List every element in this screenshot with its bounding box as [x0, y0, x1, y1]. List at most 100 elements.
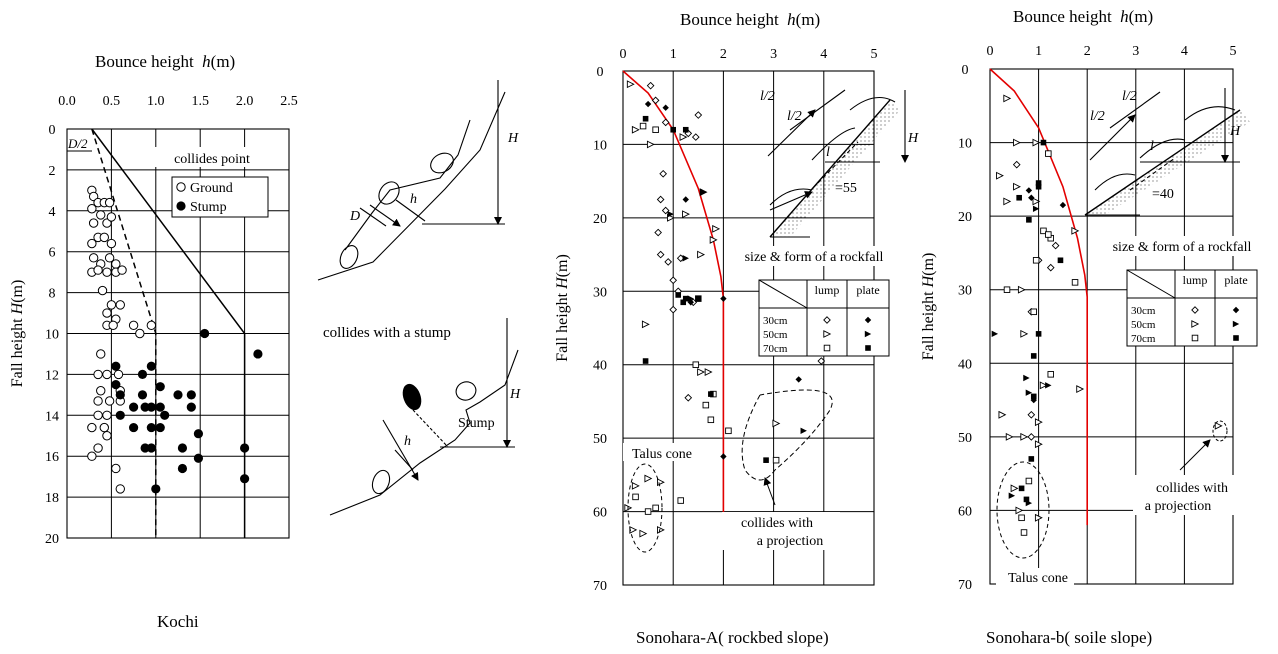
kochi-legend-ground-marker	[176, 182, 186, 192]
sonohara-b-point-30cm-plate	[1028, 194, 1035, 201]
sonohara-a-y-tick-label: 70	[593, 579, 607, 594]
sonohara-a-point-50cm-lump	[712, 224, 721, 233]
sonohara-b-point-70cm-lump	[1030, 308, 1037, 316]
kochi-point-stump	[177, 443, 188, 453]
sonohara-b-point-50cm-plate	[991, 330, 999, 338]
sonohara-a-point-70cm-plate	[695, 295, 702, 302]
kochi-xlabel-unit: (m)	[210, 52, 236, 71]
kochi-point-ground	[96, 386, 106, 396]
kochi-legend-title: collides point	[174, 152, 250, 167]
sonohara-b-xlabel-unit: (m)	[1128, 7, 1154, 26]
sonohara-a-point-30cm-plate	[720, 295, 727, 302]
kochi-point-stump	[129, 402, 139, 412]
sonohara-a-point-30cm-lump	[659, 169, 667, 178]
sonohara-b-point-30cm-lump	[1027, 433, 1036, 441]
kochi-point-stump	[155, 402, 165, 412]
sonohara-a-point-50cm-plate	[800, 427, 807, 434]
sonohara-b-point-70cm-plate	[1028, 456, 1035, 462]
sonohara-a-y-axis-label: Fall height H(m)	[554, 254, 571, 362]
kochi-point-stump	[193, 429, 204, 439]
sonohara-b-x-tick-label: 5	[1230, 44, 1237, 59]
sonohara-b-point-50cm-plate	[1008, 492, 1016, 499]
kochi-point-ground	[96, 210, 106, 220]
kochi-point-ground	[99, 422, 109, 433]
sonohara-a-point-50cm-lump	[631, 481, 640, 490]
sonohara-a-y-tick-label: 50	[593, 432, 607, 447]
sonohara-a-point-50cm-lump	[657, 526, 665, 534]
sonohara-b-x-tick-label: 2	[1084, 44, 1091, 59]
kochi-legend: collides point Ground Stump D/2	[67, 136, 272, 218]
stump-caption: collides with a stump	[323, 325, 451, 341]
kochi-point-stump	[240, 443, 250, 453]
kochi-y-tick-label: 18	[45, 491, 59, 506]
sonohara-b-y-tick-label: 20	[958, 210, 972, 225]
kochi-point-stump	[129, 422, 139, 433]
sonohara-a-point-70cm-lump	[644, 508, 652, 515]
sonohara-b-y-tick-label: 10	[958, 137, 972, 152]
sonohara-b-talus-ellipse	[996, 461, 1050, 559]
sonohara-a-point-50cm-lump	[682, 210, 690, 219]
sonohara-b-y-tick-label: 40	[958, 357, 972, 372]
sonohara-b-legend-title: size & form of a rockfall	[1113, 240, 1252, 255]
stump-schematic	[329, 318, 519, 516]
sonohara-b-point-30cm-plate	[1059, 201, 1067, 209]
sonohara-a-xlabel-text: Bounce height	[680, 10, 779, 29]
bounce-D-label: D	[349, 209, 360, 224]
sonohara-a-point-70cm-lump	[677, 497, 684, 504]
sonohara-a-point-30cm-plate	[795, 376, 802, 383]
sonohara-a-y-tick-label: 60	[593, 506, 607, 521]
bounce-H-label: H	[507, 131, 519, 146]
sonohara-b-inset-angle: =40	[1152, 187, 1174, 202]
sonohara-b-point-70cm-plate	[1030, 393, 1037, 400]
kochi-point-stump	[160, 410, 170, 420]
kochi-point-ground	[88, 218, 99, 228]
sonohara-a-point-50cm-lump	[644, 474, 653, 483]
kochi-y-tick-label: 2	[49, 164, 56, 179]
sonohara-b-point-50cm-plate	[1032, 205, 1040, 212]
kochi-point-stump	[240, 474, 250, 484]
sonohara-a-x-tick-label: 3	[770, 47, 777, 62]
kochi-point-stump	[200, 328, 210, 339]
sonohara-b-legend-marker-lump	[1191, 320, 1200, 328]
sonohara-a-inset-angle: =55	[835, 181, 857, 196]
kochi-point-ground	[99, 232, 109, 243]
kochi-y-tick-label: 10	[45, 328, 59, 343]
kochi-point-ground	[93, 396, 103, 406]
sonohara-b-y-axis-label: Fall height H(m)	[920, 253, 937, 361]
sonohara-b-point-50cm-lump	[1003, 94, 1012, 103]
sonohara-b-point-30cm-lump	[1046, 263, 1055, 272]
sonohara-b-inset-H: H	[1229, 124, 1241, 139]
sonohara-a-point-50cm-lump	[629, 526, 638, 534]
sonohara-a-point-50cm-lump	[626, 80, 635, 89]
sonohara-a-xlabel-unit: (m)	[795, 10, 821, 29]
sonohara-a-x-tick-label: 5	[871, 47, 878, 62]
kochi-point-ground	[106, 238, 117, 249]
kochi-point-ground	[87, 204, 97, 214]
kochi-chart: 0.0 0.5 1.0 1.5 2.0 2.5 0 2 4 6 8 10 12 14 16 18 20 Fall …	[9, 94, 298, 547]
sonohara-a-point-50cm-lump	[646, 140, 655, 149]
sonohara-b-point-50cm-lump	[998, 410, 1007, 419]
sonohara-a-point-70cm-lump	[639, 122, 647, 130]
sonohara-a-legend: size & form of a rockfall lump plate 30cm 50…	[734, 246, 894, 357]
sonohara-a-inset-l-half-1: l/2	[760, 89, 775, 104]
kochi-point-stump	[177, 463, 188, 474]
sonohara-b-point-50cm-lump	[1020, 432, 1029, 441]
kochi-point-stump	[186, 390, 196, 400]
sonohara-a-point-70cm-plate	[682, 126, 689, 133]
sonohara-b-point-50cm-lump	[996, 171, 1004, 180]
sonohara-a-point-30cm-lump	[654, 228, 662, 237]
sonohara-a-point-30cm-plate	[682, 196, 689, 203]
kochi-point-stump	[111, 361, 121, 371]
sonohara-a-point-50cm-lump	[641, 320, 650, 329]
sonohara-a-y-tick-label: 40	[593, 359, 607, 374]
kochi-y-tick-label: 20	[45, 532, 59, 547]
kochi-y-tick-label: 12	[45, 368, 59, 383]
kochi-point-stump	[115, 390, 125, 400]
sonohara-a-legend-title: size & form of a rockfall	[745, 250, 884, 265]
sonohara-a-point-30cm-lump	[661, 206, 670, 215]
sonohara-a-point-70cm-plate	[675, 292, 682, 298]
sonohara-b-point-50cm-lump	[1005, 432, 1014, 441]
sonohara-b-point-50cm-lump	[1003, 197, 1012, 206]
sonohara-a-point-70cm-lump	[632, 493, 639, 501]
sonohara-a-talus-ellipse	[627, 463, 663, 553]
